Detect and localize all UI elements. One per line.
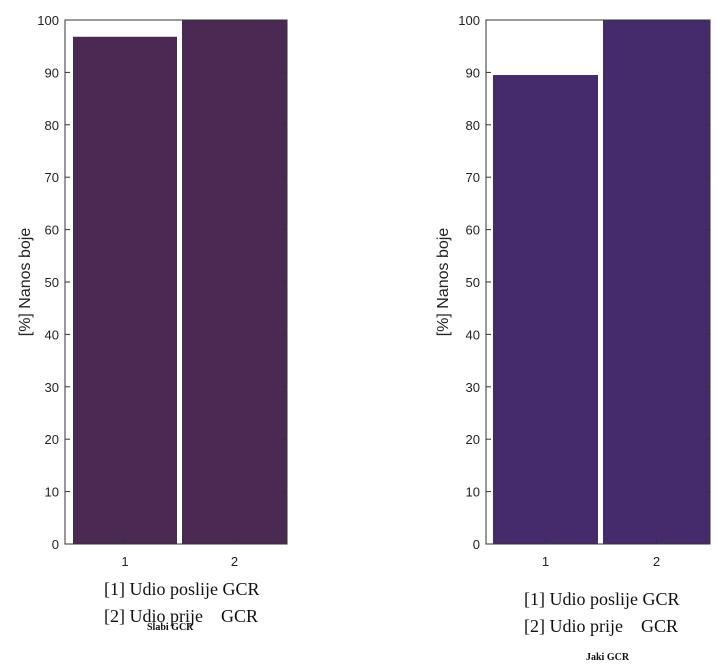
x-tick-label: 1: [542, 554, 549, 569]
legend-entry-2: [2] Udio prije GCR: [524, 616, 678, 636]
bar-1: [493, 75, 598, 545]
y-tick-label: 10: [466, 485, 480, 500]
y-tick-label: 100: [37, 13, 59, 28]
y-tick-label: 80: [466, 118, 480, 133]
y-tick-label: 50: [45, 275, 59, 290]
legend-entry-1: [1] Udio poslije GCR: [104, 579, 260, 599]
chart-panel-2: 0 10 20 30 40 50 60 70 80 90 100 1 2 [%] Nanos boje [1…: [435, 13, 711, 663]
y-axis-label: [%] Nanos boje: [435, 228, 452, 337]
y-tick-label: 10: [45, 485, 59, 500]
y-tick-label: 70: [466, 170, 480, 185]
y-tick-label: 30: [466, 380, 480, 395]
y-tick-label: 50: [466, 275, 480, 290]
y-tick-label: 40: [45, 327, 59, 342]
chart-panel-1: 0 10 20 30 40 50 60 70 80 90 100 1 2 [%] Nanos boje [1…: [17, 13, 288, 633]
y-tick-label: 100: [458, 13, 480, 28]
y-tick-label: 90: [45, 65, 59, 80]
y-tick-label: 20: [45, 432, 59, 447]
chart-caption: Jaki GCR: [586, 652, 630, 663]
x-tick-label: 2: [653, 554, 660, 569]
legend-entry-2: [2] Udio prije GCR: [104, 606, 258, 626]
y-tick-label: 80: [45, 118, 59, 133]
y-tick-label: 0: [52, 537, 59, 552]
x-tick-label: 2: [231, 554, 238, 569]
y-tick-label: 90: [466, 65, 480, 80]
bar-1: [73, 36, 177, 544]
y-tick-label: 70: [45, 170, 59, 185]
y-tick-label: 40: [466, 327, 480, 342]
y-tick-label: 30: [45, 380, 59, 395]
y-tick-label: 60: [45, 223, 59, 238]
y-tick-label: 60: [466, 223, 480, 238]
x-tick-label: 1: [121, 554, 128, 569]
bar-2: [182, 20, 287, 544]
y-axis-label: [%] Nanos boje: [17, 228, 34, 337]
y-tick-label: 20: [466, 432, 480, 447]
bar-2: [603, 20, 710, 544]
y-tick-label: 0: [473, 537, 480, 552]
legend-entry-1: [1] Udio poslije GCR: [524, 589, 680, 609]
chart-caption: Slabi GCR: [147, 622, 194, 633]
